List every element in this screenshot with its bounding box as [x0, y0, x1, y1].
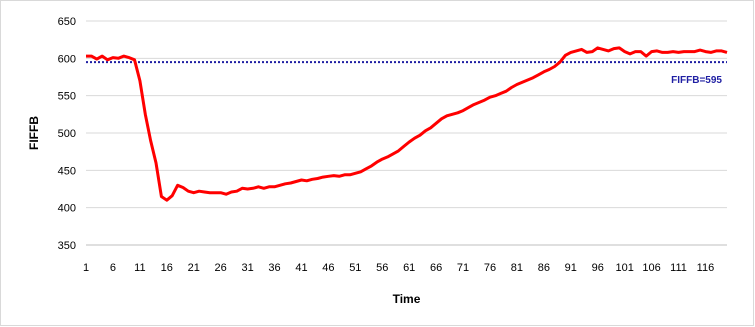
x-tick-label: 106: [642, 262, 660, 274]
x-tick-label: 6: [110, 262, 116, 274]
y-tick-label: 650: [58, 16, 76, 28]
x-tick-label: 51: [349, 262, 361, 274]
x-tick-label: 71: [457, 262, 469, 274]
x-tick-label: 101: [615, 262, 633, 274]
series-group: [86, 46, 728, 202]
series-line-0: [86, 46, 728, 202]
y-axis-title: FIFFB: [27, 116, 41, 150]
x-axis-title: Time: [393, 292, 421, 306]
y-tick-label: 400: [58, 203, 76, 215]
grid-lines: [86, 20, 727, 209]
x-tick-label: 61: [403, 262, 415, 274]
x-tick-label: 111: [670, 262, 687, 274]
y-tick-label: 450: [58, 165, 76, 177]
reference-line-label: FIFFB=595: [671, 75, 722, 86]
x-tick-labels: 1 6 11 16 21 26 31 36 41 46 51 56 61 66 71 76 81 86 91 96 10…: [83, 262, 714, 274]
x-tick-label: 41: [295, 262, 307, 274]
y-tick-label: 500: [58, 128, 76, 140]
x-tick-label: 91: [565, 262, 577, 274]
x-tick-label: 96: [592, 262, 604, 274]
x-tick-label: 11: [134, 262, 145, 274]
x-tick-label: 81: [511, 262, 523, 274]
x-tick-label: 76: [484, 262, 496, 274]
y-tick-label: 600: [58, 53, 76, 65]
x-tick-label: 46: [322, 262, 334, 274]
x-tick-label: 21: [188, 262, 200, 274]
x-tick-label: 31: [241, 262, 253, 274]
x-tick-label: 1: [83, 262, 89, 274]
x-tick-label: 36: [268, 262, 280, 274]
y-tick-labels: 350 400 450 500 550 600 650: [58, 16, 76, 252]
x-tick-label: 16: [161, 262, 173, 274]
x-tick-label: 86: [538, 262, 550, 274]
x-tick-label: 66: [430, 262, 442, 274]
x-tick-label: 26: [215, 262, 227, 274]
x-tick-label: 116: [697, 262, 715, 274]
y-tick-label: 550: [58, 91, 76, 103]
y-tick-label: 350: [58, 240, 76, 252]
x-tick-label: 56: [376, 262, 388, 274]
